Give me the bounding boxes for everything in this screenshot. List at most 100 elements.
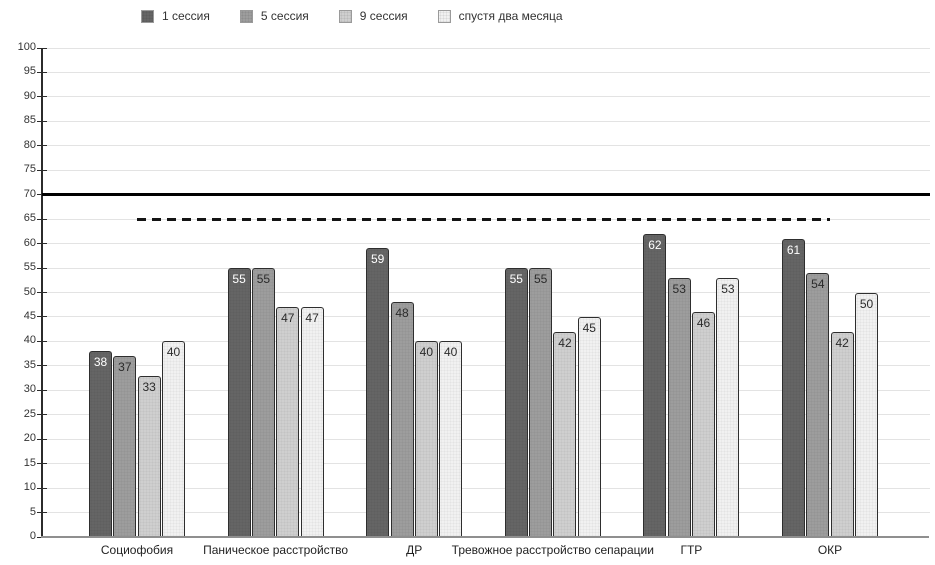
bar-value-label: 54 <box>811 277 825 291</box>
y-axis-tick <box>37 389 47 391</box>
reference-line-65 <box>137 217 830 221</box>
bar: 61 <box>782 239 805 537</box>
bar-value-label: 45 <box>582 321 596 335</box>
gridline <box>42 47 930 49</box>
gridline <box>42 71 930 73</box>
bar: 42 <box>553 332 577 537</box>
legend-swatch <box>338 9 352 23</box>
y-axis-tick <box>37 512 47 514</box>
x-axis-line <box>41 536 929 538</box>
bar-value-label: 37 <box>118 360 132 374</box>
bar-value-label: 47 <box>281 311 295 325</box>
y-axis-tick <box>37 487 47 489</box>
gridline <box>42 120 930 122</box>
bar: 40 <box>414 341 438 537</box>
gridline <box>42 414 930 416</box>
gridline <box>42 169 930 171</box>
y-axis-tick <box>37 169 47 171</box>
y-axis-tick-label: 55 <box>23 261 36 274</box>
y-axis-tick-label: 0 <box>29 530 36 542</box>
y-axis-tick <box>37 340 47 342</box>
bar: 47 <box>300 307 324 537</box>
bar-value-label: 55 <box>232 272 246 286</box>
y-axis-tick-label: 20 <box>23 432 36 445</box>
y-axis-tick-label: 95 <box>23 65 36 78</box>
plot-area: 38 37 33 40 55 55 47 47 59 48 40 40 55 55 42 45 62 53 46 53… <box>37 47 930 538</box>
y-axis-tick-label: 85 <box>23 114 36 127</box>
bar-value-label: 38 <box>93 355 108 369</box>
bar: 48 <box>390 302 414 537</box>
legend-label: 9 сессия <box>359 9 408 23</box>
gridline <box>42 292 930 293</box>
y-axis-tick <box>37 365 47 367</box>
x-axis-label: ДР <box>406 543 423 557</box>
bar: 53 <box>667 278 691 537</box>
bar-value-label: 33 <box>142 380 156 394</box>
bar: 53 <box>716 278 740 537</box>
y-axis-tick <box>37 267 47 269</box>
gridline <box>42 316 930 318</box>
y-axis-tick-label: 25 <box>23 407 36 420</box>
bar-value-label: 61 <box>786 243 801 257</box>
y-axis-tick <box>37 120 47 122</box>
bar: 50 <box>855 293 878 537</box>
bar-value-label: 59 <box>371 252 385 266</box>
bar-value-label: 50 <box>859 297 874 311</box>
y-axis-tick <box>37 316 47 318</box>
bar-value-label: 53 <box>672 282 686 296</box>
y-axis-tick <box>37 218 47 220</box>
reference-line-70 <box>42 193 930 197</box>
bar: 33 <box>137 376 161 537</box>
bar: 38 <box>89 351 112 537</box>
legend-swatch <box>141 9 154 23</box>
bar-value-label: 55 <box>256 272 271 286</box>
bar-value-label: 46 <box>696 316 711 330</box>
gridline <box>42 389 930 391</box>
y-axis-tick-label: 30 <box>23 383 36 396</box>
x-axis-label: Тревожное расстройство сепарации <box>451 543 654 557</box>
legend-label: спустя два месяца <box>458 9 563 23</box>
y-axis-tick-label: 5 <box>29 505 36 518</box>
bar: 46 <box>692 312 716 537</box>
y-axis-tick-label: 75 <box>23 163 36 176</box>
bar: 45 <box>577 317 601 537</box>
legend-swatch <box>437 9 451 23</box>
bar-value-label: 42 <box>558 336 572 350</box>
bar-value-label: 47 <box>305 311 319 325</box>
legend-swatch <box>239 9 253 23</box>
y-axis-tick <box>37 463 47 465</box>
y-axis-tick <box>37 292 47 293</box>
bar: 59 <box>366 248 390 537</box>
bar: 40 <box>439 341 463 537</box>
y-axis-tick-label: 35 <box>23 358 36 371</box>
x-axis-label: Социофобия <box>100 543 174 557</box>
legend-item: 1 сессия <box>141 9 210 23</box>
legend: 1 сессия 5 сессия 9 сессия спустя два месяц… <box>141 9 563 23</box>
y-axis-tick <box>37 438 47 440</box>
bar: 37 <box>113 356 137 537</box>
bar: 62 <box>643 234 667 537</box>
y-axis-tick <box>37 243 47 245</box>
gridline <box>42 365 930 367</box>
y-axis-tick-label: 80 <box>23 138 36 151</box>
gridline <box>42 340 930 342</box>
gridline <box>42 512 930 514</box>
bar: 55 <box>529 268 553 537</box>
y-axis-tick <box>37 145 47 147</box>
gridline <box>42 96 930 98</box>
x-axis-label: ОКР <box>817 543 843 557</box>
y-axis-tick-label: 10 <box>23 481 36 494</box>
bar-value-label: 40 <box>444 345 458 359</box>
bar: 47 <box>276 307 300 537</box>
x-axis-label: Паническое расстройство <box>203 543 349 557</box>
legend-item: 5 сессия <box>239 9 309 23</box>
gridline <box>42 463 930 465</box>
y-axis-tick-label: 65 <box>23 212 36 225</box>
x-axis-label: ГТР <box>680 543 703 557</box>
bar: 55 <box>504 268 528 537</box>
legend-item: спустя два месяца <box>437 9 563 23</box>
legend-item: 9 сессия <box>338 9 408 23</box>
y-axis-tick <box>37 47 47 49</box>
y-axis-tick-label: 90 <box>23 89 36 102</box>
